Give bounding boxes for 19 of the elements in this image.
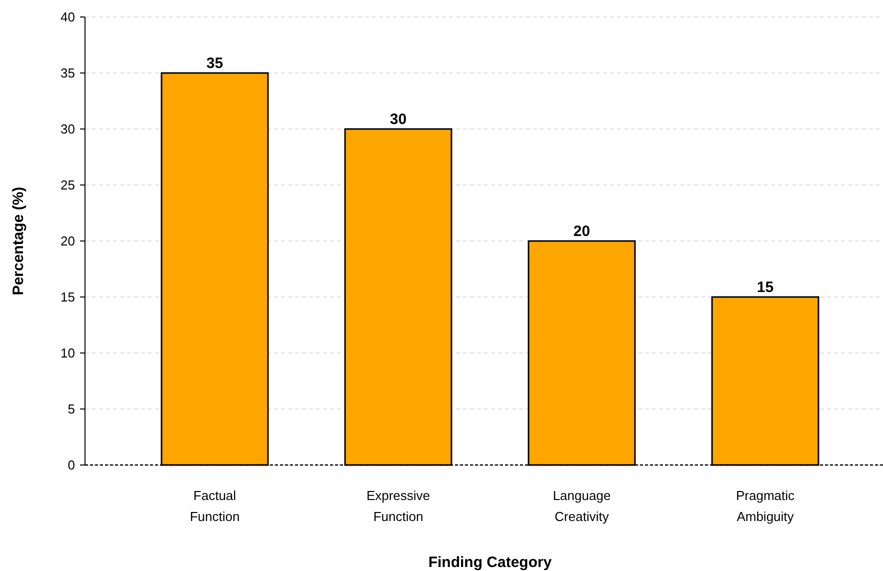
y-tick-label: 0 — [68, 458, 75, 473]
data-label: 15 — [756, 279, 774, 296]
y-tick-label: 40 — [60, 10, 75, 25]
data-label: 30 — [390, 111, 407, 128]
data-label: 35 — [206, 55, 224, 72]
y-tick-label: 10 — [60, 346, 75, 361]
x-tick-label: Expressive Function — [366, 488, 430, 524]
y-tick-label: 25 — [60, 178, 75, 193]
x-tick-label: Factual Function — [190, 488, 240, 524]
y-tick-label: 30 — [60, 122, 75, 137]
y-axis-title: Percentage (%) — [10, 186, 27, 296]
x-axis-title: Finding Category — [428, 554, 552, 571]
y-tick-label: 35 — [60, 66, 75, 81]
x-tick-label: Language Creativity — [552, 488, 611, 524]
y-tick-label: 20 — [60, 234, 75, 249]
x-tick-label: Pragmatic Ambiguity — [736, 488, 796, 524]
y-tick-label: 5 — [68, 402, 75, 417]
data-label: 20 — [573, 223, 590, 240]
y-tick-label: 15 — [60, 290, 75, 305]
